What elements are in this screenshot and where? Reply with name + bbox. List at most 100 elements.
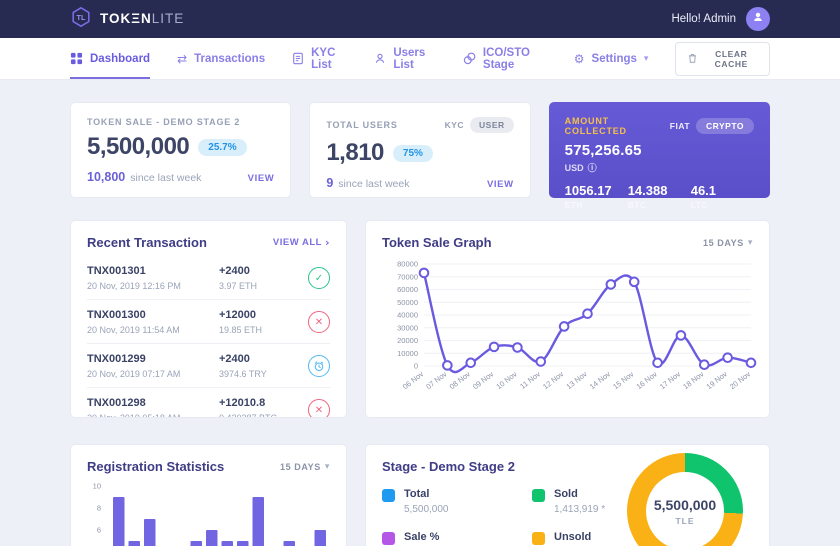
- nav-item-transactions[interactable]: ⇄ Transactions: [177, 38, 265, 79]
- svg-text:13 Nov: 13 Nov: [564, 369, 588, 391]
- range-label: 15 DAYS: [702, 237, 744, 248]
- nav-item-users-list[interactable]: Users List: [374, 38, 436, 79]
- coins-icon: [463, 52, 476, 65]
- nav-label: Settings: [591, 52, 637, 65]
- chevron-down-icon: ▾: [747, 237, 753, 248]
- chevron-right-icon: ›: [324, 236, 330, 249]
- amount-currency: USD: [564, 162, 584, 173]
- svg-text:19 Nov: 19 Nov: [705, 369, 729, 391]
- svg-text:10000: 10000: [397, 349, 418, 358]
- btc-value: 14.388: [627, 183, 668, 198]
- svg-text:50000: 50000: [397, 298, 418, 307]
- content-area: TOKEN SALE - DEMO STAGE 2 5,500,000 25.7…: [0, 80, 840, 546]
- ltc-column: 46.1 LTC: [691, 183, 754, 210]
- amount-collected-value: 575,256.65: [564, 142, 642, 159]
- table-row[interactable]: TNX001300 20 Nov, 2019 11:54 AM +12000 1…: [87, 300, 330, 344]
- range-dropdown[interactable]: 15 DAYS ▾: [703, 238, 753, 248]
- legend-value: 5,500,000: [404, 504, 449, 515]
- chevron-down-icon: ▾: [643, 53, 649, 64]
- grid-icon: [70, 52, 83, 65]
- svg-text:15 Nov: 15 Nov: [611, 369, 635, 391]
- gear-icon: ⚙: [573, 51, 585, 66]
- nav-item-kyc-list[interactable]: KYC List: [292, 38, 347, 79]
- person-icon: [751, 10, 765, 29]
- svg-text:20000: 20000: [397, 336, 418, 345]
- registration-statistics-card: Registration Statistics 15 DAYS ▾ 108642…: [70, 444, 347, 546]
- btc-label: BTC: [627, 200, 647, 210]
- token-sale-view-link[interactable]: VIEW: [247, 173, 275, 184]
- svg-text:20 Nov: 20 Nov: [728, 369, 752, 391]
- user-tab[interactable]: USER: [470, 117, 514, 133]
- view-all-link[interactable]: VIEW ALL ›: [273, 236, 330, 249]
- token-sale-percent-badge: 25.7%: [198, 138, 247, 156]
- total-users-delta: 9: [326, 176, 334, 190]
- svg-text:TL: TL: [77, 12, 86, 21]
- transaction-id: TNX001298: [87, 397, 146, 409]
- token-sale-delta: 10,800: [87, 170, 126, 184]
- transaction-converted: 3974.6 TRY: [219, 369, 267, 379]
- transaction-amount: +2400: [219, 265, 250, 277]
- total-users-view-link[interactable]: VIEW: [486, 179, 514, 190]
- status-confirmed-icon[interactable]: ✓: [308, 267, 330, 289]
- nav-item-ico-sto-stage[interactable]: ICO/STO Stage: [463, 38, 547, 79]
- table-row[interactable]: TNX001299 20 Nov, 2019 07:17 AM +2400 39…: [87, 344, 330, 388]
- total-users-card: TOTAL USERS KYC USER 1,810 75% 9 since l…: [309, 102, 531, 198]
- nav-item-settings[interactable]: ⚙ Settings ▾: [574, 38, 649, 79]
- transaction-converted: 3.97 ETH: [219, 281, 258, 291]
- unsold-swatch: [532, 532, 545, 545]
- nav-label: ICO/STO Stage: [482, 46, 530, 71]
- fiat-tab[interactable]: FIAT: [669, 121, 691, 131]
- svg-text:08 Nov: 08 Nov: [448, 369, 472, 391]
- transaction-date: 20 Nov, 2019 07:17 AM: [87, 369, 181, 379]
- token-sale-graph-title: Token Sale Graph: [382, 235, 492, 250]
- svg-text:07 Nov: 07 Nov: [424, 369, 448, 391]
- nav-label: Dashboard: [90, 52, 151, 65]
- svg-text:18 Nov: 18 Nov: [681, 369, 705, 391]
- token-sale-delta-caption: since last week: [130, 172, 202, 184]
- topbar-user-area: Hello! Admin: [671, 7, 770, 31]
- svg-text:16 Nov: 16 Nov: [635, 369, 659, 391]
- transaction-amount: +2400: [219, 353, 250, 365]
- total-users-value: 1,810: [326, 139, 384, 166]
- svg-text:14 Nov: 14 Nov: [588, 369, 612, 391]
- svg-text:10 Nov: 10 Nov: [494, 369, 518, 391]
- total-swatch: [382, 489, 395, 502]
- amount-collected-card: AMOUNT COLLECTED FIAT CRYPTO 575,256.65 …: [548, 102, 770, 210]
- kyc-tab[interactable]: KYC: [444, 120, 465, 130]
- document-list-icon: [292, 52, 304, 65]
- transaction-id: TNX001299: [87, 353, 146, 365]
- range-dropdown[interactable]: 15 DAYS ▾: [280, 462, 330, 472]
- table-row[interactable]: TNX001301 20 Nov, 2019 12:16 PM +2400 3.…: [87, 256, 330, 300]
- legend-label: Sale %: [404, 531, 440, 543]
- svg-text:11 Nov: 11 Nov: [518, 369, 542, 391]
- svg-text:40000: 40000: [397, 311, 418, 320]
- user-icon: [374, 52, 386, 65]
- svg-text:6: 6: [97, 526, 101, 535]
- stage-legend: Total 5,500,000 Sold 1,413,919 *: [382, 488, 753, 546]
- info-icon[interactable]: ⓘ: [587, 164, 597, 174]
- legend-label: Sold: [554, 488, 578, 500]
- svg-text:8: 8: [97, 504, 101, 513]
- table-row[interactable]: TNX001298 20 Nov, 2019 05:18 AM +12010.8…: [87, 388, 330, 418]
- avatar[interactable]: [746, 7, 770, 31]
- status-canceled-icon[interactable]: ✕: [308, 311, 330, 333]
- legend-label: Total: [404, 488, 430, 500]
- status-canceled-icon[interactable]: ✕: [308, 399, 330, 417]
- recent-transactions-title: Recent Transaction: [87, 235, 207, 250]
- brand-logo[interactable]: TL TOKΞNLITE: [70, 6, 184, 33]
- topbar: TL TOKΞNLITE Hello! Admin: [0, 0, 840, 38]
- crypto-tab[interactable]: CRYPTO: [696, 118, 754, 134]
- clear-cache-button[interactable]: CLEAR CACHE: [675, 41, 770, 76]
- legend-label: Unsold: [554, 531, 592, 543]
- view-all-label: VIEW ALL: [272, 237, 322, 248]
- transaction-converted: 19.85 ETH: [219, 325, 263, 335]
- status-pending-icon[interactable]: [308, 355, 330, 377]
- stage-title: Stage - Demo Stage 2: [382, 459, 515, 474]
- token-sale-value: 5,500,000: [87, 133, 190, 160]
- brand-name: TOKΞNLITE: [100, 10, 184, 28]
- token-sale-graph-card: Token Sale Graph 15 DAYS ▾ 80000 70000 600…: [365, 220, 770, 418]
- nav-item-dashboard[interactable]: Dashboard: [70, 38, 151, 79]
- stats-row: TOKEN SALE - DEMO STAGE 2 5,500,000 25.7…: [70, 102, 770, 210]
- transaction-converted: 0.430387 BTC: [219, 413, 278, 418]
- chevron-down-icon: ▾: [324, 461, 330, 472]
